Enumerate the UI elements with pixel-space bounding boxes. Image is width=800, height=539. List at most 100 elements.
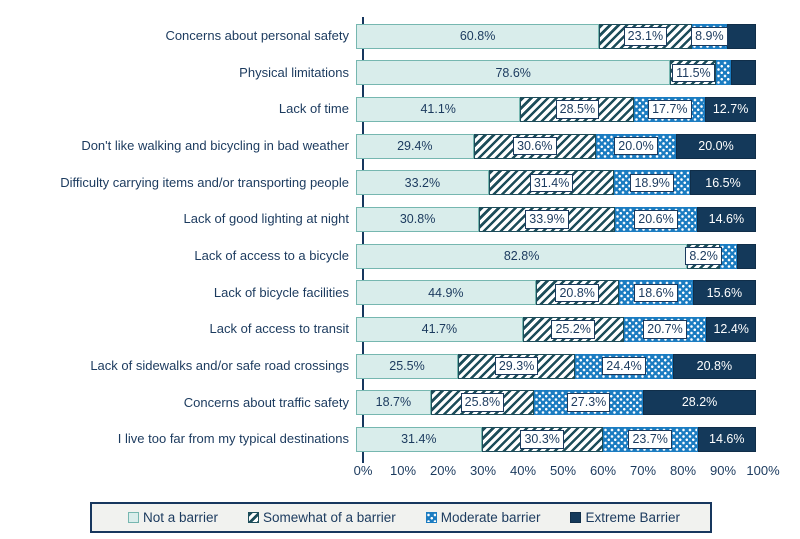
x-axis-tick-label: 100%: [746, 463, 780, 478]
data-label: 30.3%: [520, 430, 564, 449]
bar-segment-somewhat-of-a-barrier: 11.5%: [670, 60, 717, 86]
data-label: 29.4%: [397, 138, 433, 153]
bar-track: 82.8% 8.2%: [356, 243, 756, 269]
data-label: 27.3%: [566, 393, 611, 412]
bar-segment-extreme-barrier: 28.2%: [643, 390, 756, 416]
bar-segment-extreme-barrier: 12.7%: [705, 97, 756, 123]
x-axis-tick-label: 80%: [669, 463, 697, 478]
data-label: 82.8%: [503, 248, 540, 263]
chart-row: I live too far from my typical destinati…: [0, 421, 763, 458]
chart-row: Concerns about personal safety 60.8% 23.1%…: [0, 18, 763, 55]
data-label: 20.6%: [634, 210, 678, 229]
x-axis-tick-label: 90%: [709, 463, 737, 478]
chart-row: Lack of good lighting at night 30.8% 33.9%…: [0, 201, 763, 238]
bar-segment-moderate-barrier: 23.7%: [602, 426, 698, 452]
data-label: 78.6%: [495, 65, 531, 80]
bar-track: 44.9% 20.8% 18.6% 15.6%: [356, 280, 756, 306]
data-label: 20.8%: [555, 283, 599, 303]
bar-segment-somewhat-of-a-barrier: 30.3%: [481, 426, 603, 452]
bar-segment-not-a-barrier: 31.4%: [356, 426, 482, 452]
legend-label: Extreme Barrier: [585, 510, 680, 525]
data-label: 16.5%: [705, 175, 741, 190]
bar-segment-moderate-barrier: 8.9%: [691, 23, 728, 49]
category-label: Don't like walking and bicycling in bad …: [81, 138, 349, 154]
bar-segment-not-a-barrier: 29.4%: [356, 133, 474, 159]
bar-segment-somewhat-of-a-barrier: 33.9%: [479, 207, 615, 233]
bar-segment-moderate-barrier: 20.6%: [614, 207, 698, 233]
bar-track: 31.4% 30.3% 23.7% 14.6%: [356, 426, 756, 452]
chart-row: Lack of access to transit 41.7% 25.2% 20.7%…: [0, 311, 763, 348]
x-axis-tick-label: 50%: [549, 463, 577, 478]
bar-track: 41.1% 28.5% 17.7% 12.7%: [356, 97, 756, 123]
bar-segment-moderate-barrier: 17.7%: [634, 97, 706, 123]
data-label: 20.0%: [698, 138, 734, 153]
x-axis-tick-label: 70%: [629, 463, 657, 478]
chart-row: Concerns about traffic safety 18.7% 25.8% 2…: [0, 384, 763, 421]
bar-segment-not-a-barrier: 82.8%: [356, 243, 688, 269]
data-label: 20.0%: [614, 136, 658, 156]
legend-swatch-extreme-barrier-icon: [570, 512, 582, 523]
data-label: 28.2%: [681, 395, 718, 410]
data-label: 8.9%: [691, 27, 728, 46]
data-label: 25.8%: [460, 393, 505, 412]
bar-segment-extreme-barrier: 16.5%: [689, 170, 756, 196]
bar-track: 18.7% 25.8% 27.3% 28.2%: [356, 390, 756, 416]
bar-segment-somewhat-of-a-barrier: 25.8%: [430, 390, 534, 416]
data-label: 11.5%: [672, 63, 715, 83]
category-label: Difficulty carrying items and/or transpo…: [60, 174, 349, 190]
bar-segment-moderate-barrier: 27.3%: [533, 390, 644, 416]
legend-label: Moderate barrier: [440, 510, 541, 525]
data-label: 15.6%: [706, 285, 743, 300]
data-label: 23.1%: [623, 27, 668, 46]
category-label: Lack of access to transit: [209, 321, 349, 337]
data-label: 18.9%: [630, 173, 674, 193]
data-label: 12.7%: [712, 102, 749, 117]
category-label: Concerns about personal safety: [165, 28, 349, 44]
data-label: 41.7%: [421, 322, 458, 337]
bar-track: 29.4% 30.6% 20.0% 20.0%: [356, 133, 756, 159]
bar-segment-moderate-barrier: 20.0%: [595, 133, 676, 159]
bar-segment-not-a-barrier: 41.1%: [356, 97, 521, 123]
bar-segment-extreme-barrier: [730, 60, 756, 86]
y-axis-line: [361, 17, 364, 458]
bar-track: 60.8% 23.1% 8.9%: [356, 23, 756, 49]
legend-item-somewhat-of-a-barrier: Somewhat of a barrier: [247, 510, 396, 525]
data-label: 30.6%: [513, 136, 557, 156]
chart-row: Difficulty carrying items and/or transpo…: [0, 165, 763, 202]
legend-swatch-somewhat-of-a-barrier-icon: [247, 512, 259, 523]
data-label: 25.5%: [389, 358, 425, 373]
chart-row: Lack of access to a bicycle 82.8% 8.2%: [0, 238, 763, 275]
bar-segment-not-a-barrier: 60.8%: [356, 23, 600, 49]
data-label: 14.6%: [708, 212, 745, 227]
chart-row: Don't like walking and bicycling in bad …: [0, 128, 763, 165]
data-label: 31.4%: [529, 173, 574, 193]
data-label: 20.7%: [643, 320, 687, 339]
bar-track: 78.6% 11.5%: [356, 60, 756, 86]
legend-item-extreme-barrier: Extreme Barrier: [570, 510, 680, 525]
data-label: 29.3%: [494, 356, 539, 376]
data-label: 24.4%: [602, 356, 646, 376]
x-axis-tick-label: 10%: [389, 463, 417, 478]
chart-row: Lack of sidewalks and/or safe road cross…: [0, 348, 763, 385]
bar-segment-somewhat-of-a-barrier: 29.3%: [458, 353, 576, 379]
bar-segment-extreme-barrier: 15.6%: [693, 280, 756, 306]
category-label: I live too far from my typical destinati…: [117, 431, 349, 447]
legend-label: Not a barrier: [143, 510, 219, 525]
bar-segment-extreme-barrier: 14.6%: [697, 426, 756, 452]
bar-segment-not-a-barrier: 18.7%: [356, 390, 431, 416]
bar-segment-extreme-barrier: 14.6%: [697, 207, 756, 233]
bar-segment-moderate-barrier: 24.4%: [575, 353, 673, 379]
bar-segment-not-a-barrier: 41.7%: [356, 316, 523, 342]
bar-segment-not-a-barrier: 78.6%: [356, 60, 671, 86]
legend-label: Somewhat of a barrier: [262, 510, 396, 525]
data-label: 44.9%: [428, 285, 464, 300]
bar-segment-moderate-barrier: 18.9%: [614, 170, 690, 196]
bar-track: 41.7% 25.2% 20.7% 12.4%: [356, 316, 756, 342]
data-label: 41.1%: [420, 102, 456, 117]
chart-rows: Concerns about personal safety 60.8% 23.1%…: [0, 18, 763, 458]
x-axis-tick-label: 30%: [469, 463, 497, 478]
x-axis-tick-label: 60%: [589, 463, 617, 478]
bar-segment-not-a-barrier: 44.9%: [356, 280, 536, 306]
category-label: Lack of bicycle facilities: [213, 284, 349, 300]
